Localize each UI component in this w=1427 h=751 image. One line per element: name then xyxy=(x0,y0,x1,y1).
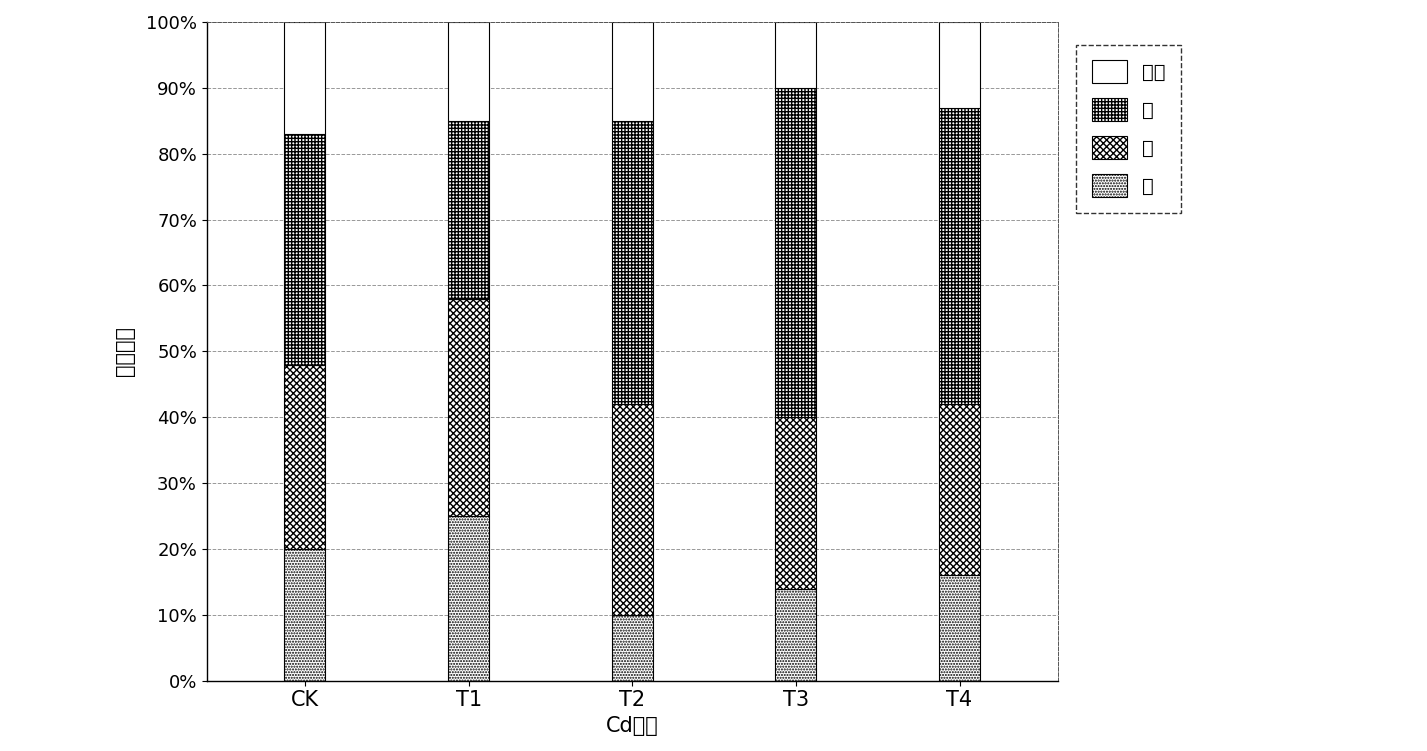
Bar xyxy=(448,516,489,680)
Legend: 果实, 叶, 茎, 根: 果实, 叶, 茎, 根 xyxy=(1076,45,1182,213)
Bar xyxy=(612,121,652,404)
Bar xyxy=(448,121,489,299)
Bar xyxy=(448,299,489,516)
Y-axis label: 相对含量: 相对含量 xyxy=(116,327,136,376)
Bar xyxy=(284,549,325,680)
Bar xyxy=(448,22,489,121)
Bar xyxy=(612,22,652,121)
Bar xyxy=(612,615,652,680)
Bar xyxy=(939,404,980,575)
Bar xyxy=(939,107,980,404)
X-axis label: Cd处理: Cd处理 xyxy=(606,716,659,736)
Bar xyxy=(612,404,652,615)
Bar xyxy=(775,88,816,418)
Bar xyxy=(775,589,816,680)
Bar xyxy=(775,418,816,589)
Bar xyxy=(284,22,325,134)
Bar xyxy=(939,22,980,107)
Bar xyxy=(284,134,325,364)
Bar xyxy=(939,575,980,680)
Bar xyxy=(775,22,816,88)
Bar xyxy=(284,364,325,549)
